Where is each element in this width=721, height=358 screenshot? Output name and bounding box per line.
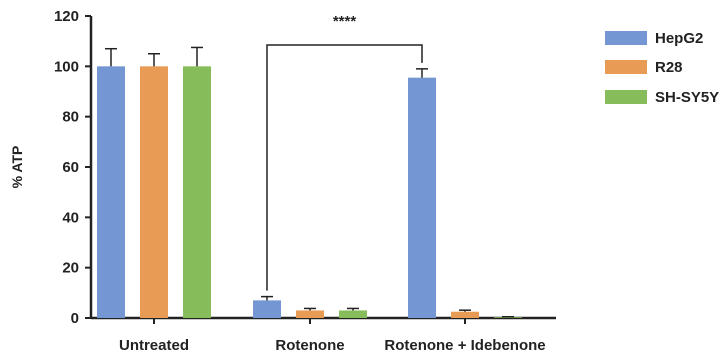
legend-label: R28 bbox=[655, 59, 683, 76]
legend-swatch bbox=[605, 60, 647, 74]
legend-swatch bbox=[605, 90, 647, 104]
y-tick-label: 120 bbox=[54, 8, 79, 25]
y-tick-label: 0 bbox=[71, 310, 79, 327]
y-tick-label: 20 bbox=[62, 260, 79, 277]
significance-bracket bbox=[266, 44, 423, 291]
legend-label: SH-SY5Y bbox=[655, 89, 719, 106]
bar bbox=[408, 77, 436, 319]
bar bbox=[97, 66, 125, 318]
bar bbox=[140, 66, 168, 318]
bar bbox=[183, 66, 211, 318]
legend-swatch bbox=[605, 31, 647, 45]
y-tick-label: 40 bbox=[62, 209, 79, 226]
x-category-label: Rotenone bbox=[275, 337, 344, 354]
legend-label: HepG2 bbox=[655, 30, 703, 47]
bar bbox=[494, 317, 522, 318]
x-category-label: Untreated bbox=[119, 337, 189, 354]
y-tick-label: 80 bbox=[62, 109, 79, 126]
bar bbox=[339, 310, 367, 318]
bar bbox=[253, 300, 281, 318]
y-axis-title: % ATP bbox=[9, 146, 25, 189]
y-tick-label: 60 bbox=[62, 159, 79, 176]
significance-label: **** bbox=[333, 13, 357, 30]
bar bbox=[451, 311, 479, 318]
bar bbox=[296, 310, 324, 318]
y-tick-label: 100 bbox=[54, 58, 79, 75]
x-category-label: Rotenone + Idebenone bbox=[384, 337, 545, 354]
